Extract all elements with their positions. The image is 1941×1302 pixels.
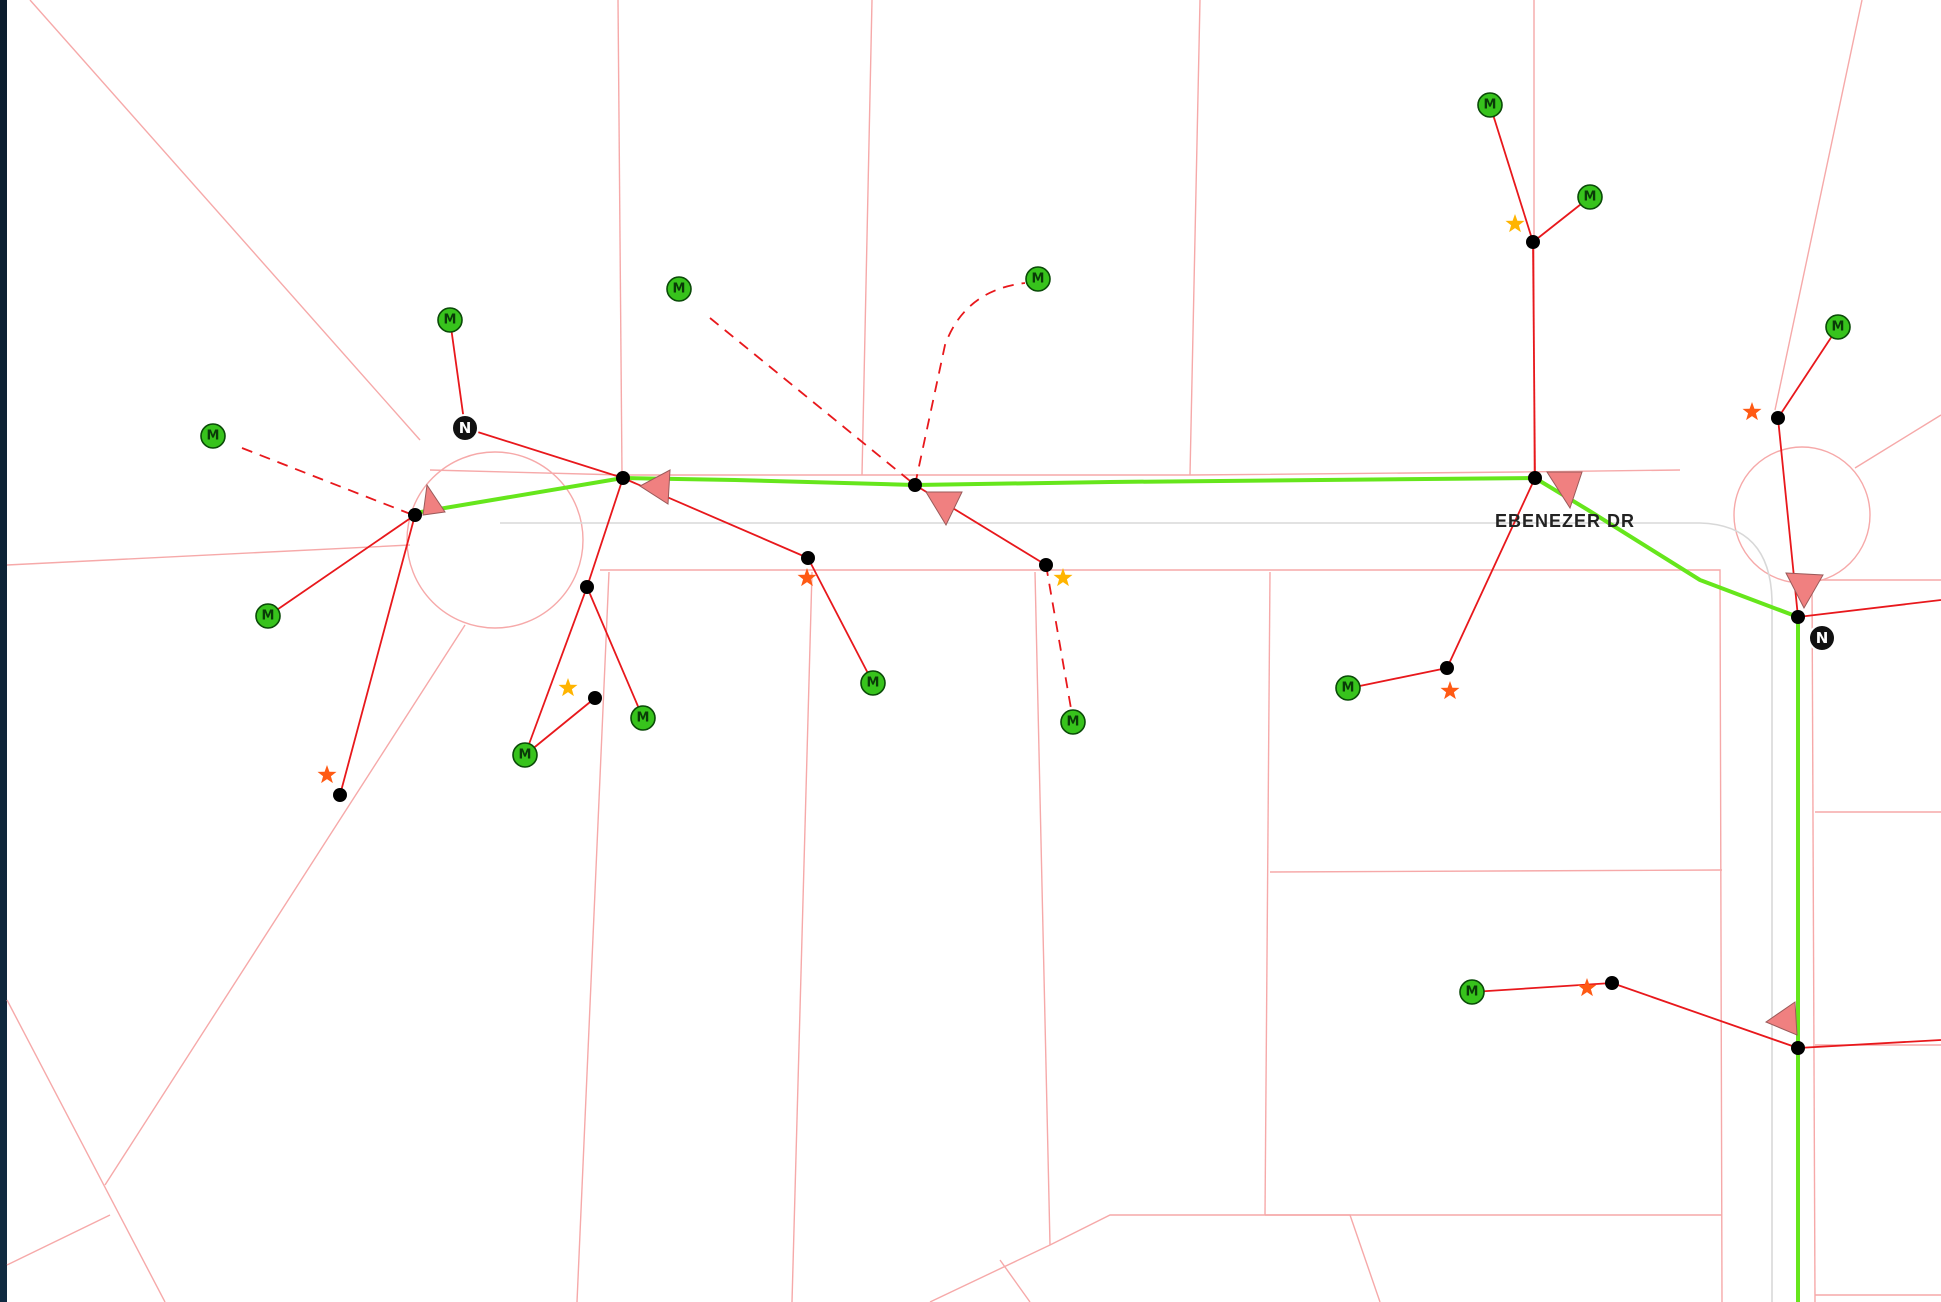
map-viewport [7, 0, 1941, 1302]
device-triangle-icon[interactable] [1546, 471, 1583, 510]
junction-icon[interactable] [1791, 1041, 1805, 1055]
star-icon[interactable] [1577, 978, 1597, 997]
junction-icon[interactable] [1039, 558, 1053, 572]
meter-icon[interactable]: M [630, 705, 656, 731]
meter-icon[interactable]: M [200, 423, 226, 449]
north-node-icon[interactable]: N [1808, 624, 1836, 652]
meter-icon[interactable]: M [1825, 314, 1851, 340]
north-node-icon[interactable]: N [451, 414, 479, 442]
star-layer [317, 214, 1762, 997]
meter-label: M [673, 282, 686, 297]
meter-icon[interactable]: M [1335, 675, 1361, 701]
star-icon[interactable] [558, 678, 578, 697]
meter-icon[interactable]: M [255, 603, 281, 629]
junction-icon[interactable] [333, 788, 347, 802]
primary-line-layer [413, 476, 1800, 1302]
device-triangle-icon[interactable] [422, 483, 446, 516]
meter-icon[interactable]: M [1577, 184, 1603, 210]
meter-label: M [867, 676, 880, 691]
junction-icon[interactable] [1791, 610, 1805, 624]
star-icon[interactable] [317, 765, 337, 784]
junction-icon[interactable] [616, 471, 630, 485]
meter-layer: M M M M M M M M M M M M M M [200, 92, 1851, 1005]
road-label: EBENEZER DR [1495, 511, 1635, 531]
device-triangle-icon[interactable] [1785, 572, 1824, 610]
meter-label: M [1832, 320, 1845, 335]
meter-label: M [519, 748, 532, 763]
junction-icon[interactable] [908, 478, 922, 492]
meter-icon[interactable]: M [437, 307, 463, 333]
junction-icon[interactable] [801, 551, 815, 565]
meter-icon[interactable]: M [1060, 709, 1086, 735]
meter-icon[interactable]: M [666, 276, 692, 302]
meter-icon[interactable]: M [1459, 979, 1485, 1005]
junction-icon[interactable] [1526, 235, 1540, 249]
meter-label: M [262, 609, 275, 624]
meter-icon[interactable]: M [1477, 92, 1503, 118]
star-icon[interactable] [1053, 568, 1073, 587]
junction-icon[interactable] [580, 580, 594, 594]
meter-label: M [1342, 681, 1355, 696]
meter-label: M [1067, 715, 1080, 730]
meter-label: M [1484, 98, 1497, 113]
junction-icon[interactable] [588, 691, 602, 705]
meter-label: M [1466, 985, 1479, 1000]
meter-label: M [444, 313, 457, 328]
meter-label: M [1584, 190, 1597, 205]
meter-label: M [207, 429, 220, 444]
star-icon[interactable] [1440, 681, 1460, 700]
north-label: N [459, 419, 472, 437]
junction-icon[interactable] [1771, 411, 1785, 425]
meter-label: M [1032, 272, 1045, 287]
parcel-layer [6, 0, 1941, 1302]
junction-icon[interactable] [1528, 471, 1542, 485]
star-icon[interactable] [1742, 402, 1762, 421]
device-triangle-icon[interactable] [925, 491, 963, 527]
junction-icon[interactable] [1440, 661, 1454, 675]
north-label: N [1816, 629, 1829, 647]
meter-icon[interactable]: M [512, 742, 538, 768]
road-edge [500, 522, 1773, 1302]
device-triangle-icon[interactable] [1764, 1001, 1798, 1036]
device-layer [422, 469, 1824, 1036]
junction-layer [333, 235, 1805, 1055]
meter-icon[interactable]: M [860, 670, 886, 696]
junction-icon[interactable] [1605, 976, 1619, 990]
star-icon[interactable] [1505, 214, 1525, 233]
star-icon[interactable] [797, 568, 817, 587]
meter-label: M [637, 711, 650, 726]
device-triangle-icon[interactable] [639, 469, 671, 505]
junction-icon[interactable] [408, 508, 422, 522]
meter-icon[interactable]: M [1025, 266, 1051, 292]
